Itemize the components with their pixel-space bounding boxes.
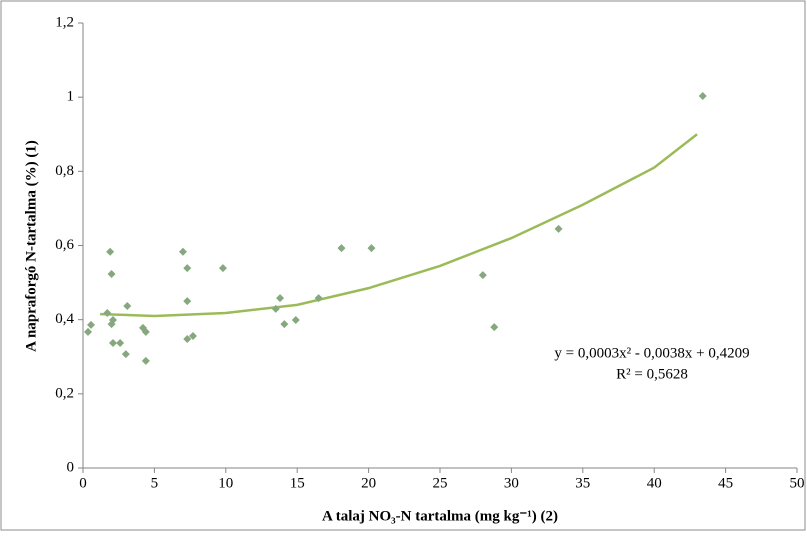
y-tick-label: 0,2 (55, 385, 74, 401)
point (106, 247, 115, 256)
point (178, 247, 187, 256)
x-tick-label: 25 (433, 475, 448, 491)
y-tick-label: 0,6 (55, 237, 74, 253)
point (188, 331, 197, 340)
y-tick-label: 1,2 (55, 14, 74, 30)
x-tick-label: 15 (290, 475, 305, 491)
x-tick-label: 20 (361, 475, 376, 491)
x-tick-label: 30 (504, 475, 519, 491)
point (183, 297, 192, 306)
point (121, 350, 130, 359)
y-tick-label: 0,8 (55, 163, 74, 179)
x-tick-label: 50 (790, 475, 805, 491)
x-tick-label: 40 (647, 475, 662, 491)
point (314, 294, 323, 303)
point (490, 323, 499, 332)
point (183, 334, 192, 343)
point (276, 294, 285, 303)
point (103, 308, 112, 317)
point (86, 320, 95, 329)
point (271, 304, 280, 313)
point (83, 327, 92, 336)
y-axis-title: A napraforgó N-tartalma (%) (1) (23, 140, 39, 352)
point (291, 316, 300, 325)
y-tick-label: 0,4 (55, 311, 74, 327)
point (123, 301, 132, 310)
r-squared: R² = 0,5628 (616, 366, 688, 382)
point (367, 244, 376, 253)
point (554, 224, 563, 233)
point (141, 356, 150, 365)
point (108, 316, 117, 325)
x-tick-label: 45 (718, 475, 733, 491)
point (218, 264, 227, 273)
point (116, 339, 125, 348)
point (337, 244, 346, 253)
x-axis-title: A talaj NO₃-N tartalma (mg kg⁻¹) (2) (322, 508, 558, 524)
point (108, 339, 117, 348)
y-tick-label: 1 (67, 89, 75, 105)
y-tick-label: 0 (67, 459, 75, 475)
x-tick-label: 35 (575, 475, 590, 491)
x-tick-label: 0 (79, 475, 87, 491)
point (183, 264, 192, 273)
point (107, 270, 116, 279)
point (698, 92, 707, 101)
point (280, 320, 289, 329)
trendline (100, 133, 698, 318)
point (141, 327, 150, 336)
x-tick-label: 5 (151, 475, 159, 491)
point (478, 271, 487, 280)
equation: y = 0,0003x² - 0,0038x + 0,4209 (554, 345, 749, 361)
x-tick-label: 10 (218, 475, 233, 491)
